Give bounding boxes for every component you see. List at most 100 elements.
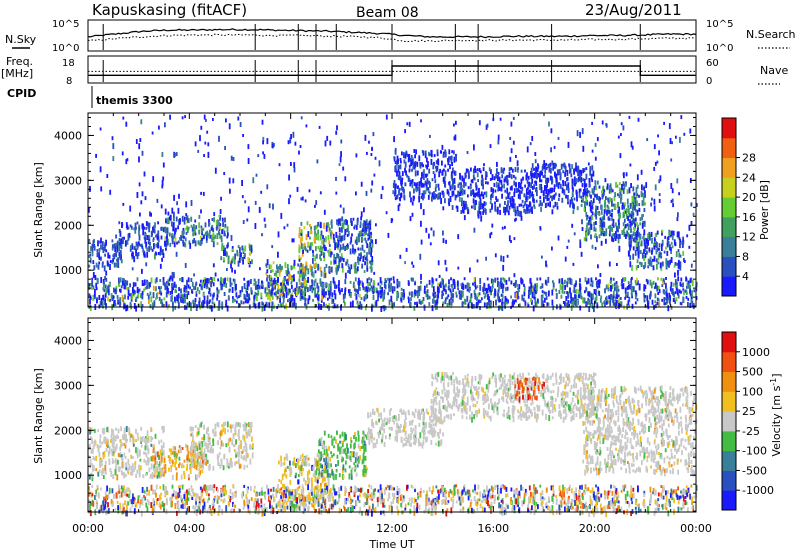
heatmap-cell [261, 233, 263, 237]
heatmap-cell [423, 173, 425, 180]
heatmap-cell [286, 264, 289, 270]
heatmap-cell [533, 206, 536, 210]
heatmap-cell [573, 170, 575, 175]
heatmap-cell [582, 145, 585, 152]
heatmap-cell [298, 244, 301, 249]
heatmap-cell [494, 290, 497, 297]
heatmap-cell [154, 466, 157, 473]
heatmap-cell [397, 186, 399, 190]
heatmap-cell [427, 194, 430, 200]
heatmap-cell [137, 436, 140, 441]
heatmap-cell [229, 288, 231, 292]
heatmap-cell [434, 193, 436, 200]
heatmap-cell [339, 249, 341, 253]
heatmap-cell [223, 292, 226, 296]
heatmap-cell [234, 299, 237, 303]
heatmap-cell [324, 462, 327, 467]
heatmap-cell [104, 298, 106, 305]
heatmap-cell [536, 167, 539, 172]
heatmap-cell [188, 240, 191, 245]
heatmap-cell [617, 224, 620, 229]
heatmap-cell [181, 277, 184, 283]
heatmap-cell [609, 299, 612, 303]
heatmap-cell [595, 281, 598, 288]
heatmap-cell [288, 291, 291, 295]
heatmap-cell [595, 294, 598, 301]
heatmap-cell [280, 480, 283, 485]
heatmap-cell [579, 278, 581, 283]
heatmap-cell [304, 246, 307, 251]
heatmap-cell [501, 184, 504, 188]
heatmap-cell [139, 138, 142, 142]
heatmap-cell [315, 237, 318, 240]
heatmap-cell [627, 300, 630, 306]
heatmap-cell [486, 277, 489, 281]
heatmap-cell [212, 438, 214, 443]
heatmap-cell [201, 464, 203, 468]
heatmap-cell [130, 433, 133, 438]
heatmap-cell [473, 144, 475, 151]
heatmap-cell [564, 301, 566, 307]
heatmap-cell [616, 184, 619, 188]
heatmap-cell [596, 137, 599, 142]
heatmap-cell [448, 181, 450, 185]
heatmap-cell [523, 291, 526, 297]
heatmap-cell [627, 224, 630, 231]
heatmap-cell [206, 230, 209, 235]
heatmap-cell [416, 161, 419, 167]
heatmap-cell [560, 163, 563, 170]
heatmap-cell [182, 239, 184, 244]
heatmap-cell [135, 305, 137, 312]
heatmap-cell [520, 211, 523, 217]
heatmap-cell [488, 167, 491, 172]
heatmap-cell [633, 237, 636, 241]
heatmap-cell [510, 148, 513, 154]
heatmap-cell [329, 248, 331, 252]
heatmap-cell [179, 218, 181, 223]
heatmap-cell [639, 217, 642, 222]
heatmap-cell [444, 198, 446, 204]
heatmap-cell [610, 294, 613, 297]
heatmap-cell [537, 164, 540, 169]
heatmap-cell [631, 207, 634, 213]
heatmap-cell [138, 156, 140, 163]
heatmap-cell [184, 262, 187, 268]
heatmap-cell [241, 245, 244, 251]
heatmap-cell [509, 186, 512, 191]
heatmap-cell [355, 191, 357, 196]
heatmap-cell [260, 292, 263, 298]
heatmap-cell [200, 238, 203, 245]
heatmap-cell [653, 255, 656, 262]
heatmap-cell [150, 212, 152, 217]
heatmap-cell [666, 293, 669, 299]
heatmap-cell [454, 134, 457, 141]
heatmap-cell [146, 280, 149, 286]
heatmap-cell [300, 282, 303, 287]
heatmap-cell [140, 440, 142, 444]
heatmap-cell [305, 280, 308, 284]
heatmap-cell [224, 146, 226, 150]
heatmap-cell [336, 304, 339, 309]
heatmap-cell [223, 279, 226, 285]
heatmap-cell [485, 287, 488, 294]
heatmap-cell [669, 247, 672, 251]
heatmap-cell [366, 258, 369, 265]
heatmap-cell [138, 471, 141, 478]
heatmap-cell [219, 430, 222, 437]
heatmap-cell [275, 290, 277, 297]
heatmap-cell [585, 237, 588, 242]
heatmap-cell [551, 179, 554, 184]
heatmap-cell [680, 240, 682, 245]
heatmap-cell [533, 294, 536, 300]
heatmap-cell [480, 191, 483, 197]
heatmap-cell [266, 138, 269, 145]
heatmap-cell [232, 278, 235, 282]
heatmap-cell [593, 186, 596, 190]
heatmap-cell [583, 297, 586, 304]
heatmap-cell [531, 292, 534, 299]
heatmap-cell [375, 239, 377, 245]
heatmap-cell [273, 272, 276, 276]
heatmap-cell [226, 421, 229, 428]
heatmap-cell [580, 195, 583, 199]
heatmap-cell [143, 251, 146, 258]
